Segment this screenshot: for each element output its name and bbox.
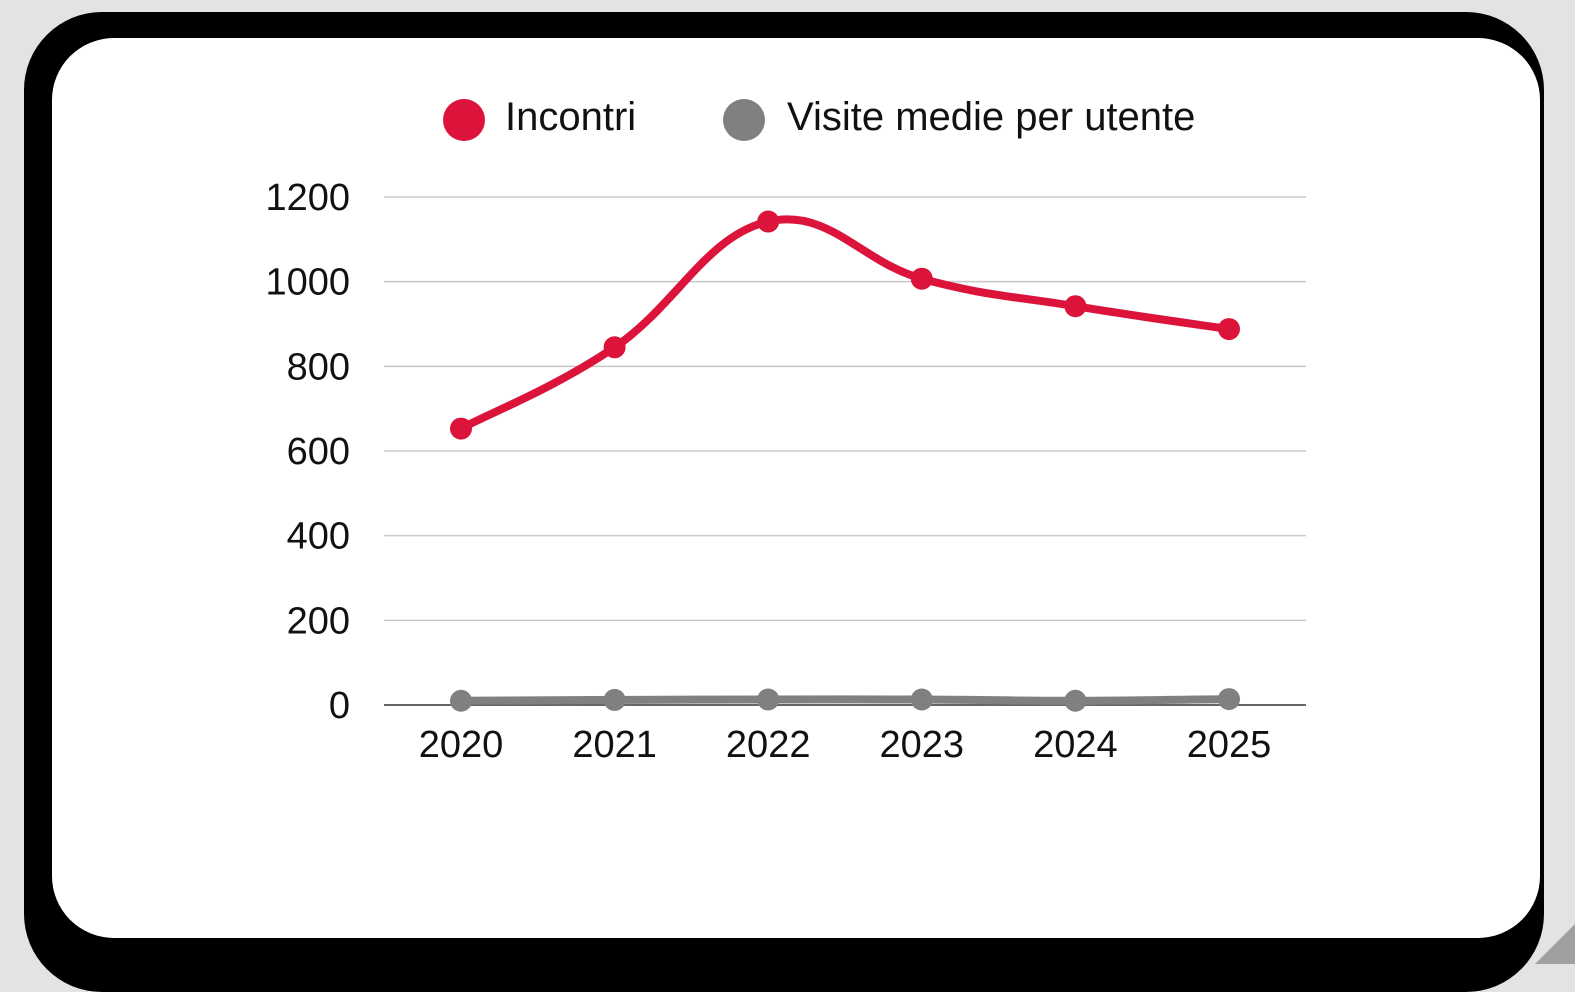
series-line [461, 699, 1229, 701]
data-point[interactable] [911, 268, 933, 290]
x-tick-label: 2021 [572, 724, 657, 766]
legend-label: Incontri [505, 95, 636, 139]
data-point[interactable] [450, 690, 472, 712]
data-point[interactable] [757, 211, 779, 233]
x-tick-label: 2025 [1187, 724, 1272, 766]
series-layer [450, 211, 1240, 712]
line-chart: Incontri Visite medie per utente 0 200 400 6… [0, 0, 1575, 964]
data-point[interactable] [1218, 318, 1240, 340]
data-point[interactable] [604, 336, 626, 358]
grid-lines [384, 197, 1306, 705]
data-point[interactable] [604, 689, 626, 711]
y-tick-label: 800 [287, 346, 350, 388]
legend-swatch-icon [443, 99, 485, 141]
legend: Incontri Visite medie per utente [443, 95, 1195, 141]
legend-item[interactable]: Visite medie per utente [723, 95, 1195, 141]
y-tick-label: 1200 [265, 177, 350, 219]
legend-label: Visite medie per utente [787, 95, 1195, 139]
legend-swatch-icon [723, 99, 765, 141]
data-point[interactable] [911, 688, 933, 710]
y-tick-label: 0 [329, 685, 350, 727]
legend-item[interactable]: Incontri [443, 95, 636, 141]
x-tick-label: 2024 [1033, 724, 1118, 766]
data-point[interactable] [450, 418, 472, 440]
x-tick-label: 2022 [726, 724, 811, 766]
series-line [461, 219, 1229, 428]
y-tick-label: 200 [287, 600, 350, 642]
y-tick-label: 600 [287, 431, 350, 473]
series-incontri [450, 211, 1240, 440]
series-visite-medie-per-utente [450, 688, 1240, 712]
x-tick-label: 2023 [880, 724, 965, 766]
x-tick-label: 2020 [419, 724, 504, 766]
data-point[interactable] [757, 688, 779, 710]
x-axis: 2020 2021 2022 2023 2024 2025 [419, 724, 1272, 766]
y-tick-label: 400 [287, 516, 350, 558]
data-point[interactable] [1064, 295, 1086, 317]
y-tick-label: 1000 [265, 262, 350, 304]
data-point[interactable] [1064, 690, 1086, 712]
data-point[interactable] [1218, 688, 1240, 710]
y-axis: 0 200 400 600 800 1000 1200 [265, 177, 350, 727]
